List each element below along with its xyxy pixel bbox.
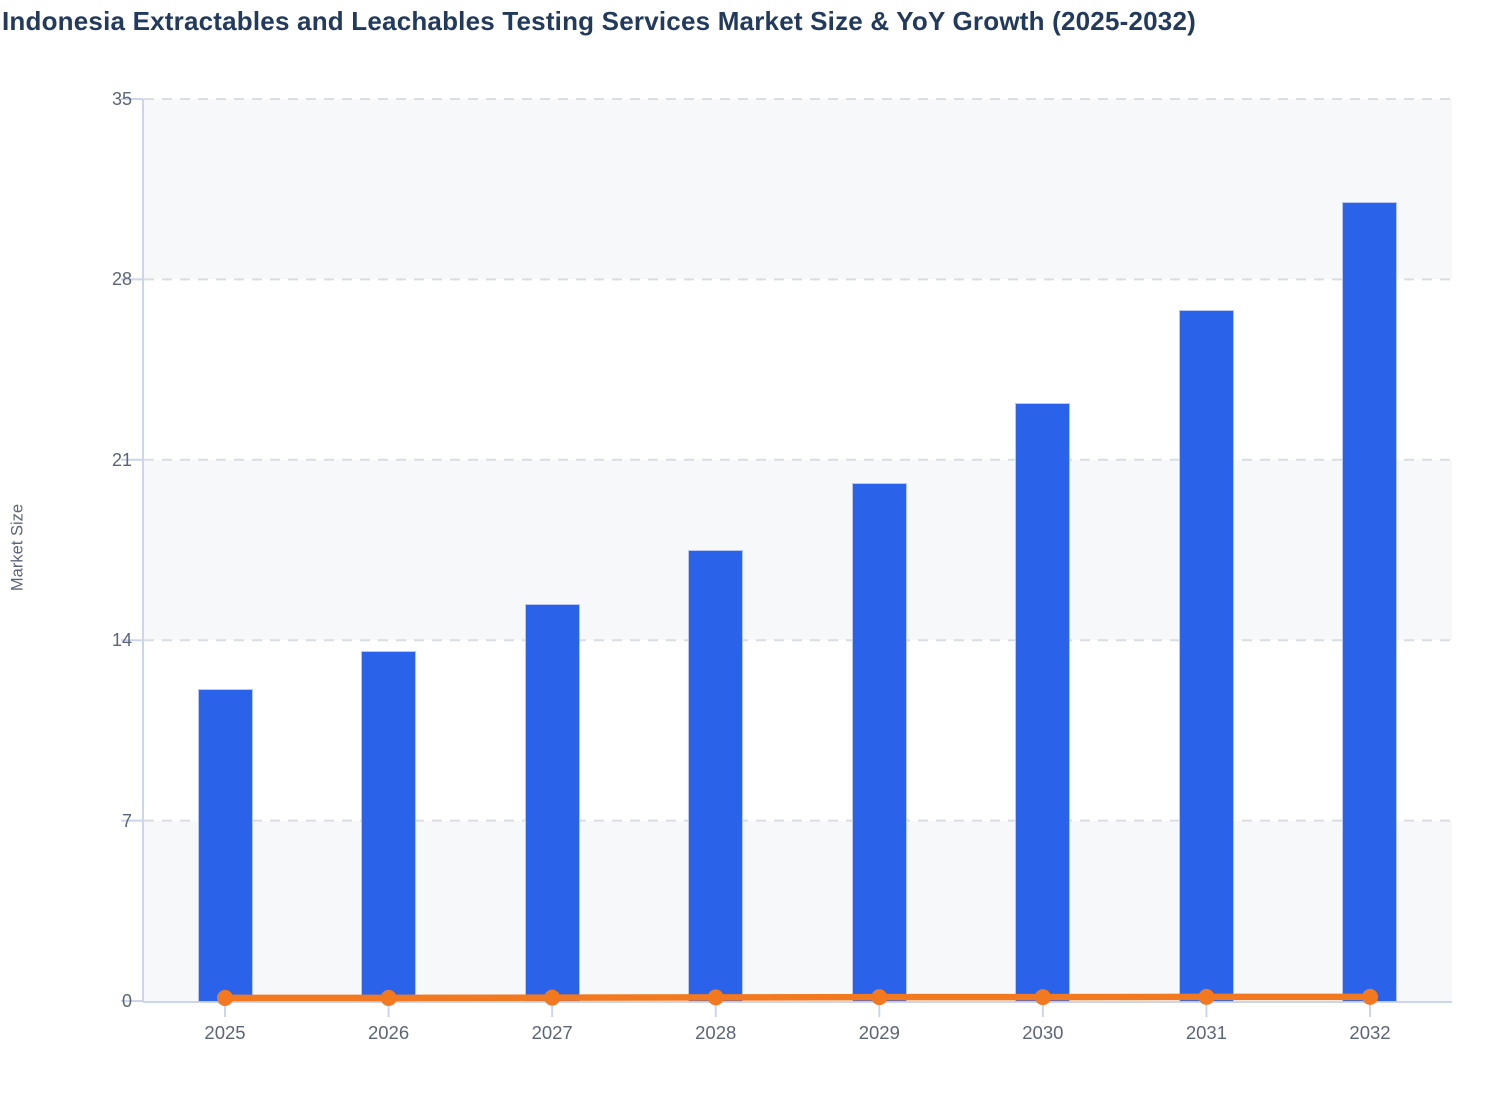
bar-2032 — [1342, 202, 1398, 1002]
plot-band-28-35 — [144, 99, 1452, 280]
x-tick-label-2026: 2026 — [367, 1022, 410, 1043]
bar-2031 — [1178, 310, 1234, 1002]
x-tick-label-2025: 2025 — [204, 1022, 246, 1043]
plot-band-14-21 — [144, 459, 1452, 641]
x-tick-label-2029: 2029 — [858, 1022, 900, 1043]
x-tick-label-2028: 2028 — [695, 1022, 737, 1043]
bar-2027 — [524, 604, 580, 1002]
y-tick-label-28: 28 — [111, 269, 132, 290]
x-tick-label-2032: 2032 — [1349, 1022, 1391, 1043]
y-tick-label-0: 0 — [121, 991, 132, 1011]
chart-title: Indonesia Extractables and Leachables Te… — [2, 6, 1196, 36]
y-tick-label-21: 21 — [111, 449, 132, 470]
x-tick-label-2030: 2030 — [1022, 1022, 1064, 1043]
bar-2025 — [197, 689, 253, 1002]
y-axis-title: Market Size — [8, 503, 27, 592]
y-tick-label-35: 35 — [111, 89, 132, 109]
bar-2030 — [1015, 403, 1071, 1002]
y-tick-label-7: 7 — [121, 810, 132, 831]
bar-2028 — [688, 550, 744, 1002]
bar-2026 — [361, 650, 417, 1002]
bar-2029 — [851, 482, 907, 1002]
plot-band-0-7 — [144, 820, 1452, 1001]
y-tick-label-14: 14 — [111, 630, 132, 651]
x-tick-label-2027: 2027 — [531, 1022, 573, 1043]
x-tick-label-2031: 2031 — [1185, 1022, 1227, 1043]
